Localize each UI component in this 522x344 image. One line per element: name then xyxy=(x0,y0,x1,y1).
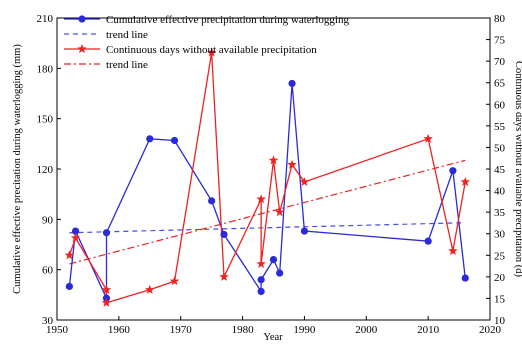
y-right-tick-label: 40 xyxy=(494,186,506,198)
data-point-circle xyxy=(257,276,265,284)
data-point-star xyxy=(448,245,458,256)
y-left-tick-label: 60 xyxy=(42,265,54,277)
data-point-circle xyxy=(146,135,154,143)
data-point-circle xyxy=(102,229,111,237)
data-point-circle xyxy=(71,227,80,235)
data-point-star xyxy=(299,176,310,186)
y-left-axis-title: Cumulative effective precitation during … xyxy=(12,44,23,294)
data-point-circle xyxy=(288,79,296,88)
y-right-tick-label: 55 xyxy=(494,121,506,133)
data-point-star xyxy=(256,194,266,204)
x-tick-label: 1990 xyxy=(293,324,316,336)
data-point-circle xyxy=(65,282,73,291)
data-point-star xyxy=(460,176,471,186)
x-tick-label: 1960 xyxy=(108,324,131,336)
y-right-tick-label: 75 xyxy=(494,35,506,47)
y-left-tick-label: 120 xyxy=(37,164,54,176)
legend-label: trend line xyxy=(106,29,148,41)
data-point-circle xyxy=(208,197,216,205)
data-point-circle xyxy=(424,237,432,245)
x-axis-title: Year xyxy=(263,332,283,343)
legend-label: Continuous days without available precip… xyxy=(106,44,317,56)
series-line-2 xyxy=(68,52,466,304)
data-point-star xyxy=(101,297,112,307)
data-point-star xyxy=(169,276,180,286)
y-left-tick-label: 150 xyxy=(37,114,54,126)
trend-line-2 xyxy=(69,159,466,265)
y-right-tick-label: 15 xyxy=(494,293,506,305)
data-point-star xyxy=(101,284,112,294)
data-point-star xyxy=(423,133,433,143)
y-left-tick-label: 210 xyxy=(37,13,54,25)
data-point-circle xyxy=(461,274,469,282)
x-tick-label: 2000 xyxy=(355,324,378,336)
data-point-star xyxy=(70,233,81,243)
y-right-tick-label: 25 xyxy=(494,250,506,262)
y-left-tick-label: 30 xyxy=(42,315,54,327)
x-tick-label: 1950 xyxy=(46,324,69,336)
trend-line-1 xyxy=(69,222,466,234)
y-right-tick-label: 10 xyxy=(494,315,506,327)
y-right-tick-label: 35 xyxy=(494,207,506,219)
legend-label: trend line xyxy=(106,59,148,71)
data-point-circle xyxy=(276,269,284,277)
data-point-star xyxy=(274,207,285,217)
y-right-tick-label: 20 xyxy=(494,272,506,284)
data-point-star xyxy=(145,284,155,294)
y-right-tick-label: 80 xyxy=(494,13,506,25)
data-point-circle xyxy=(220,230,228,239)
y-left-tick-label: 180 xyxy=(37,63,54,75)
y-left-tick-label: 90 xyxy=(42,214,54,226)
legend-marker-star xyxy=(77,44,87,54)
y-right-tick-label: 60 xyxy=(494,99,506,111)
x-tick-label: 2020 xyxy=(479,324,502,336)
data-point-circle xyxy=(449,167,457,175)
data-point-circle xyxy=(300,227,309,235)
data-point-star xyxy=(206,47,217,57)
y-right-tick-label: 70 xyxy=(494,56,506,68)
legend: Cumulative effective precipitation durin… xyxy=(64,14,349,71)
x-tick-label: 1980 xyxy=(232,324,255,336)
data-point-star xyxy=(219,271,229,281)
x-tick-label: 1970 xyxy=(170,324,193,336)
y-right-tick-label: 30 xyxy=(494,229,506,241)
data-point-star xyxy=(287,159,297,169)
data-point-star xyxy=(268,155,279,165)
x-tick-label: 2010 xyxy=(417,324,440,336)
legend-label: Cumulative effective precipitation durin… xyxy=(106,14,349,26)
data-point-star xyxy=(64,250,75,260)
y-right-axis-title: Continuous days without avaliable precip… xyxy=(513,61,522,278)
data-point-circle xyxy=(257,287,265,296)
data-point-star xyxy=(256,258,266,268)
y-right-tick-label: 45 xyxy=(494,164,506,176)
data-point-circle xyxy=(170,136,179,145)
series-line-1 xyxy=(68,83,466,299)
y-right-tick-label: 50 xyxy=(494,142,506,154)
y-right-tick-label: 65 xyxy=(494,78,506,90)
data-point-circle xyxy=(269,256,278,264)
legend-marker-circle xyxy=(78,15,86,23)
